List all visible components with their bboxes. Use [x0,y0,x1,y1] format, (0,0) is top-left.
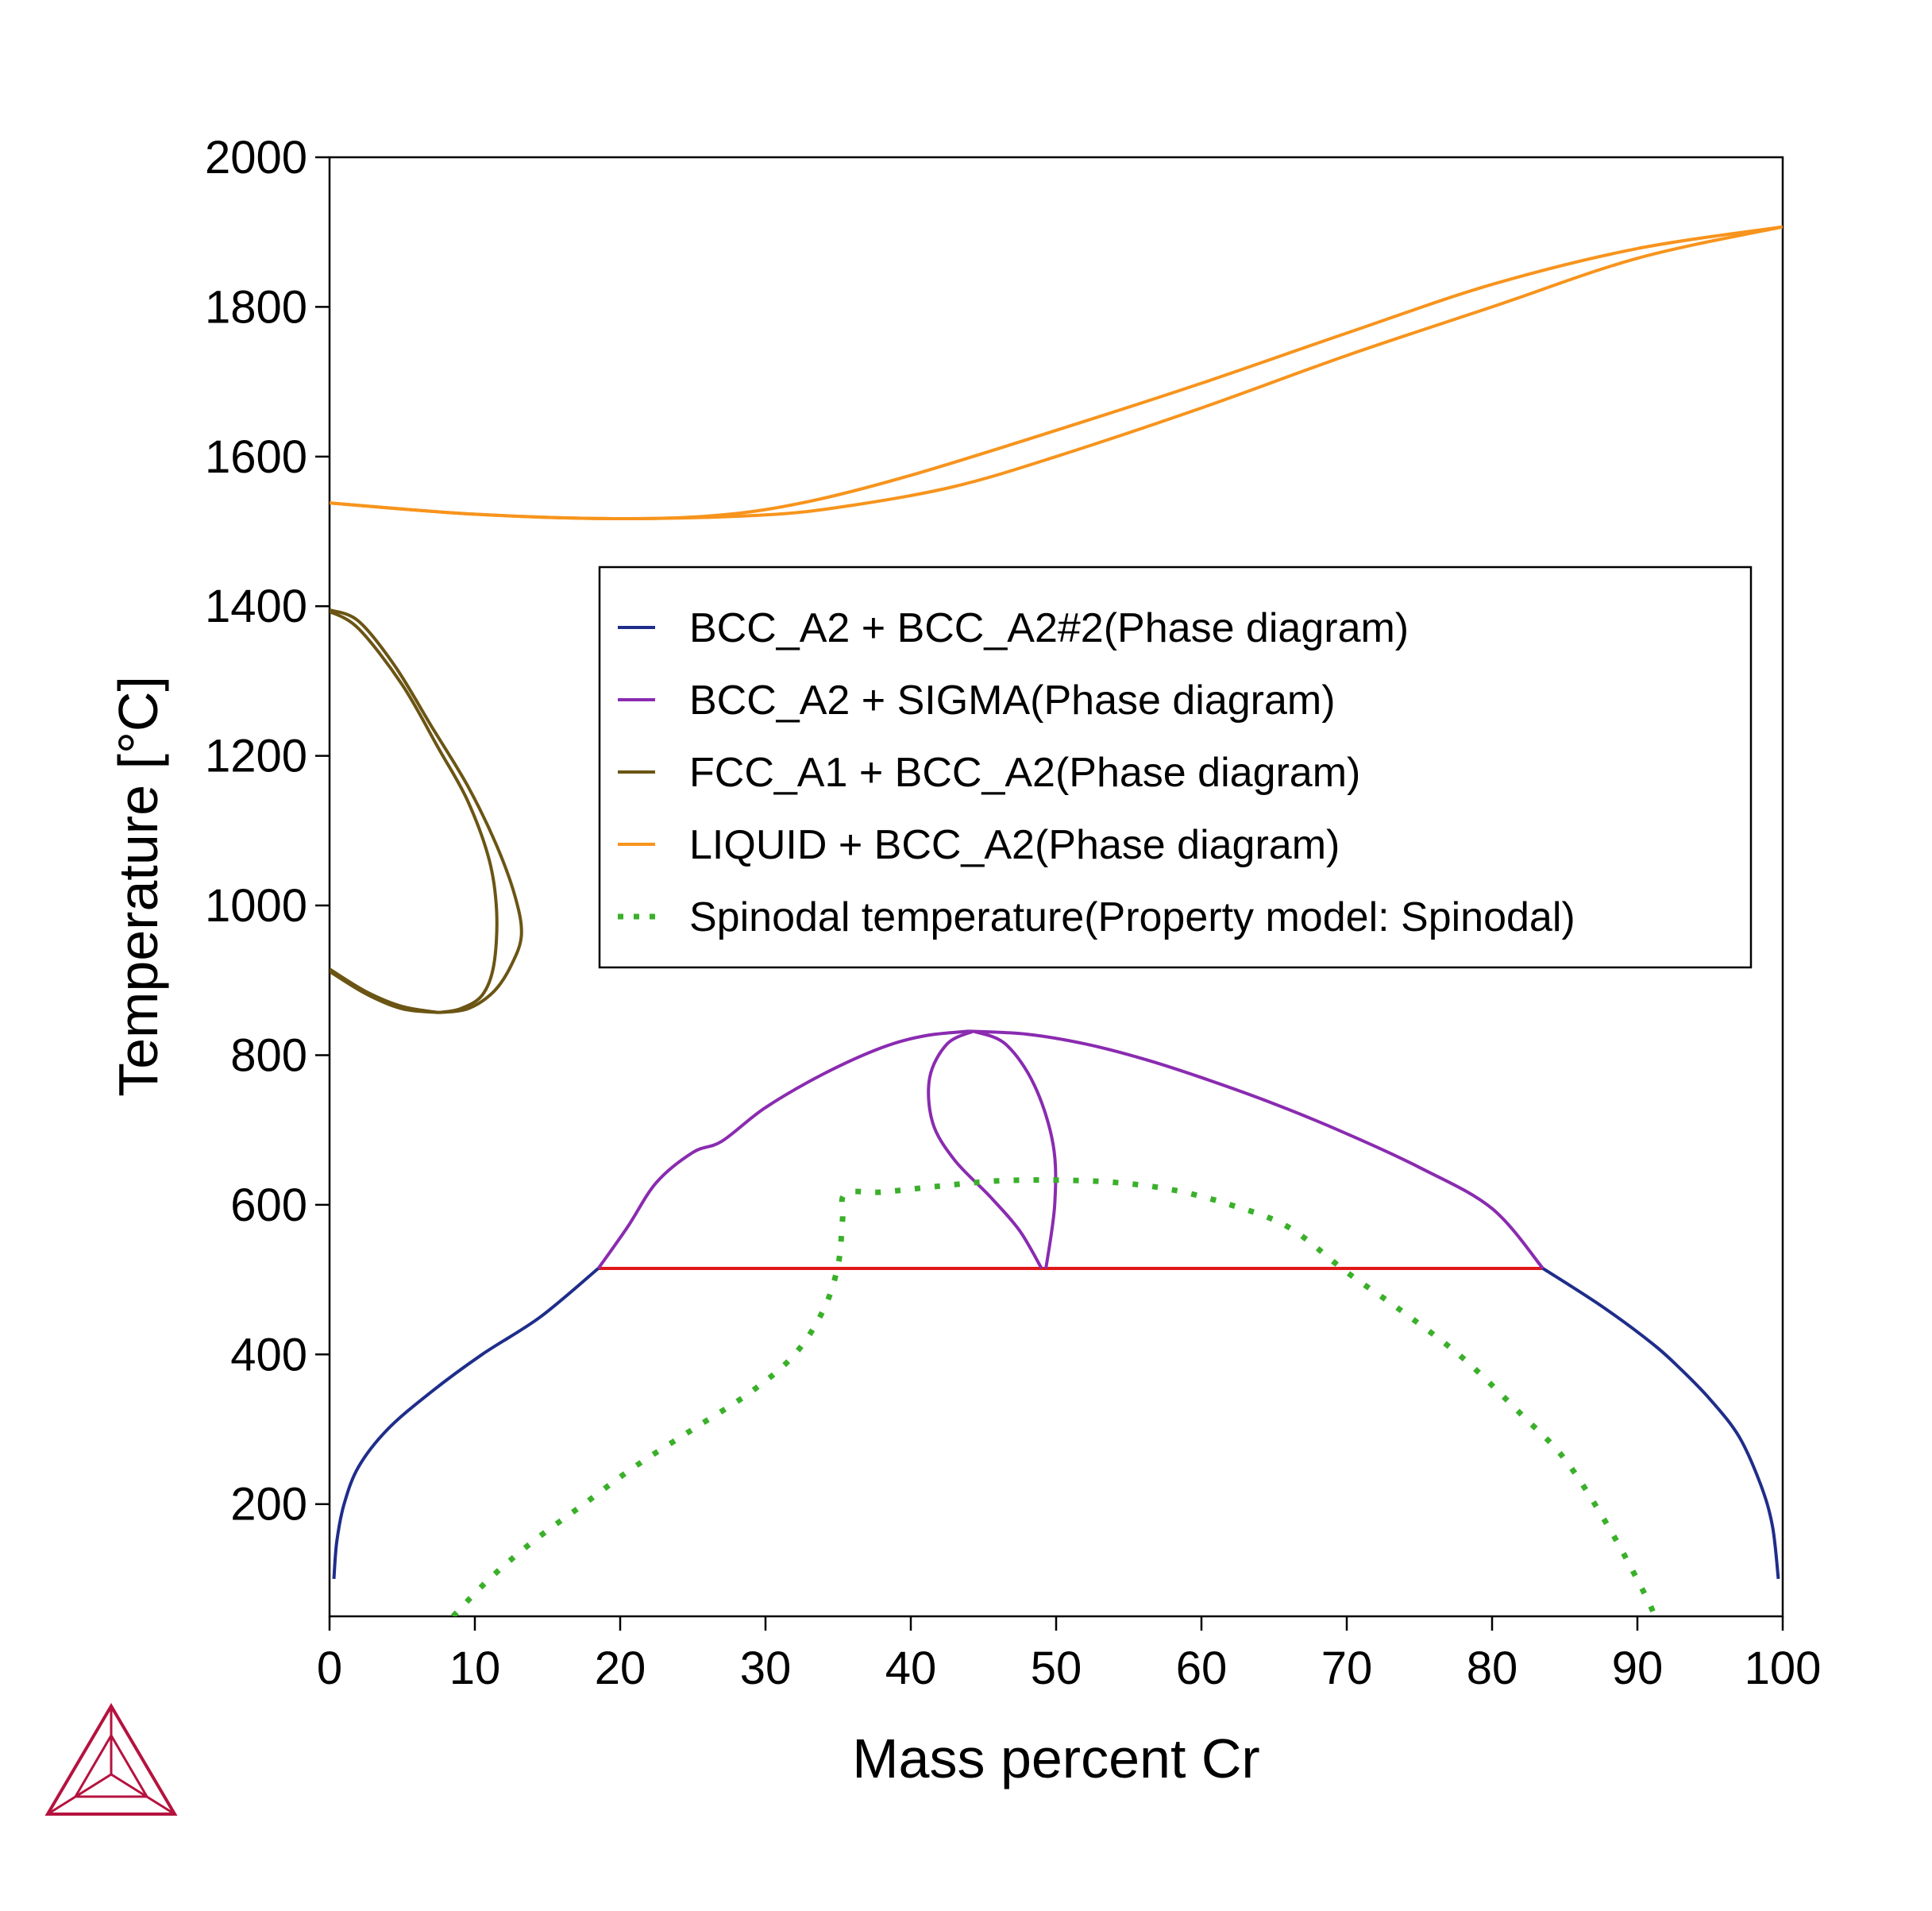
x-tick-label: 30 [740,1643,792,1694]
legend-label: BCC_A2 + BCC_A2#2(Phase diagram) [689,605,1409,651]
series-2-line [330,608,523,1014]
x-tick-label: 90 [1612,1643,1664,1694]
x-tick-label: 50 [1031,1643,1082,1694]
logo-shape [110,1773,175,1816]
series-1-line [972,1029,1058,1269]
series-2-line [330,967,439,1014]
y-tick-label: 400 [230,1329,307,1380]
series-2-line [330,970,439,1014]
series-2-line [330,610,499,1014]
y-tick-label: 2000 [205,132,307,183]
series-3-line [330,225,1783,521]
thermo-calc-triangle-logo [44,1703,178,1816]
series-3-line [330,225,1783,521]
series-1-line [596,1029,970,1270]
legend-label: Spinodal temperature(Property model: Spi… [689,894,1575,940]
series-layer [330,225,1783,1616]
legend-box [598,566,1753,969]
y-tick-label: 600 [230,1179,307,1231]
x-tick-label: 60 [1176,1643,1228,1694]
y-tick-label: 800 [230,1029,307,1081]
y-tick-label: 1200 [205,731,307,782]
series-0-line [332,1267,600,1580]
legend-label: FCC_A1 + BCC_A2(Phase diagram) [689,750,1360,796]
x-tick-label: 100 [1745,1643,1822,1694]
y-tick-label: 200 [230,1479,307,1531]
y-tick-label: 1000 [205,880,307,932]
logo-shape [44,1703,178,1816]
y-axis-title: Temperature [°C] [107,676,169,1097]
series-4-line [450,1177,1658,1616]
legend: BCC_A2 + BCC_A2#2(Phase diagram) BCC_A2 +… [598,566,1753,969]
x-tick-label: 20 [595,1643,646,1694]
x-tick-label: 0 [317,1643,342,1694]
x-tick-label: 10 [449,1643,501,1694]
logo-shape [73,1733,149,1798]
series-1-line [927,1029,1043,1269]
logo-shape [47,1773,112,1816]
y-axis: 200 400 600 800 1000 1200 1400 1600 1800 2000 [205,132,330,1531]
y-tick-label: 1400 [205,581,307,632]
series-0-line [1541,1267,1780,1580]
legend-label: BCC_A2 + SIGMA(Phase diagram) [689,678,1336,724]
x-tick-label: 70 [1321,1643,1373,1694]
y-tick-label: 1800 [205,281,307,333]
x-tick-label: 80 [1467,1643,1518,1694]
series-1-line [969,1029,1544,1270]
y-tick-label: 1600 [205,431,307,483]
x-tick-label: 40 [885,1643,937,1694]
legend-label: LIQUID + BCC_A2(Phase diagram) [689,822,1340,868]
x-axis: 0 10 20 30 40 50 60 70 80 90 100 [317,1616,1822,1694]
x-axis-title: Mass percent Cr [852,1728,1259,1789]
